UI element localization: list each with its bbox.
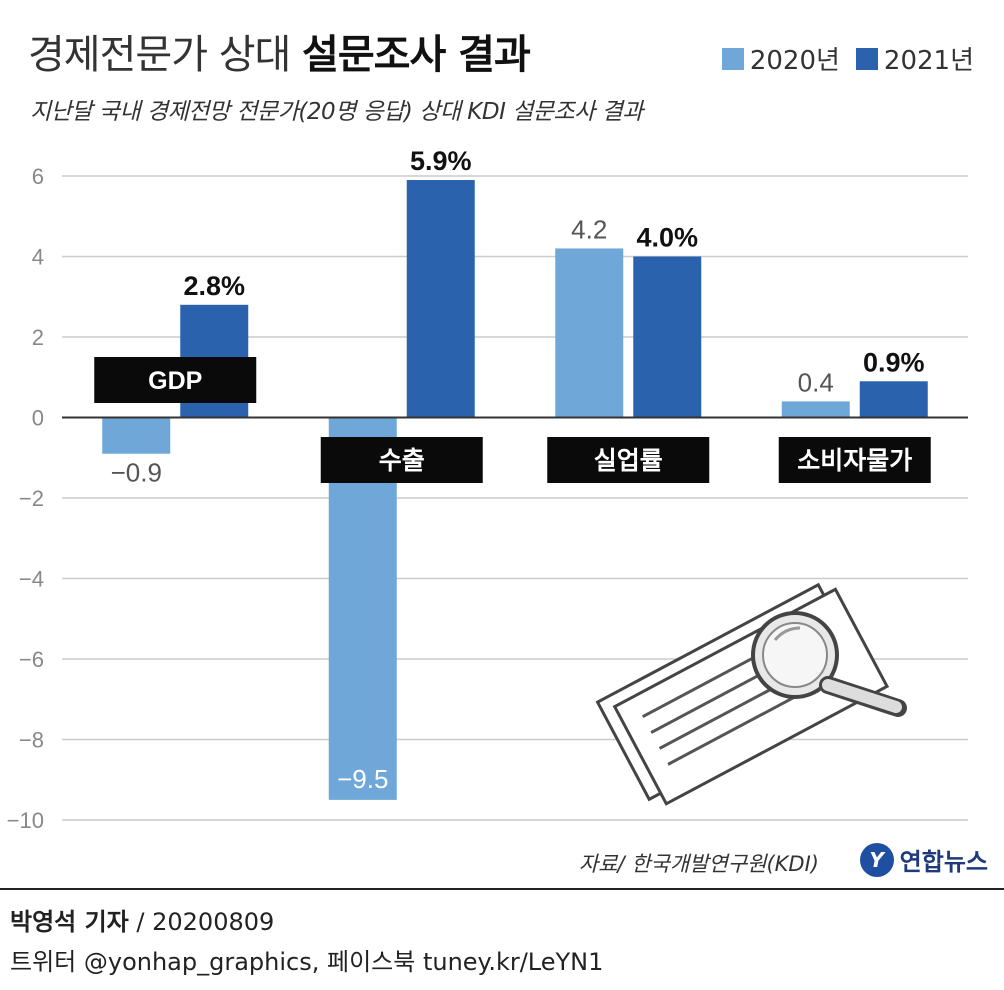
data-label: −9.5 bbox=[337, 764, 388, 794]
brand-name: 연합뉴스 bbox=[899, 848, 988, 876]
bar bbox=[406, 180, 475, 418]
bar bbox=[781, 401, 850, 418]
category-label-box bbox=[320, 437, 483, 483]
category-label-box bbox=[94, 357, 257, 403]
y-tick-label: 2 bbox=[32, 325, 44, 350]
category-label: 수출 bbox=[379, 447, 425, 475]
data-label: 4.0% bbox=[636, 223, 698, 253]
document-magnifier-illustration bbox=[595, 582, 907, 806]
data-label: 0.9% bbox=[863, 347, 925, 377]
y-tick-label: −2 bbox=[19, 486, 44, 511]
source-note: 자료/ 한국개발연구원(KDI) bbox=[578, 852, 819, 876]
bar bbox=[633, 256, 702, 418]
y-tick-label: −6 bbox=[19, 647, 44, 672]
data-label: −0.9 bbox=[111, 458, 162, 488]
y-tick-label: −10 bbox=[7, 808, 44, 833]
reporter-separator: / bbox=[128, 908, 153, 936]
category-label: 소비자물가 bbox=[797, 447, 912, 475]
title-light: 경제전문가 상대 bbox=[28, 32, 291, 78]
category-label: GDP bbox=[148, 367, 202, 395]
y-tick-label: 0 bbox=[32, 406, 44, 431]
yonhap-logo-icon: Y bbox=[859, 842, 894, 877]
y-tick-label: 4 bbox=[32, 245, 44, 270]
bar bbox=[102, 417, 171, 454]
legend-item-2021: 2021년 bbox=[855, 40, 974, 77]
bar bbox=[555, 248, 624, 418]
legend-label-2021: 2021년 bbox=[883, 46, 974, 76]
brand: Y 연합뉴스 bbox=[859, 842, 988, 877]
y-tick-label: 6 bbox=[32, 164, 44, 189]
legend-label-2020: 2020년 bbox=[749, 46, 840, 76]
legend-swatch-2021 bbox=[855, 47, 878, 70]
y-tick-label: −4 bbox=[19, 567, 44, 592]
y-tick-label: −8 bbox=[19, 728, 44, 753]
reporter-name: 박영석 기자 bbox=[10, 908, 129, 936]
legend-item-2020: 2020년 bbox=[721, 40, 840, 77]
data-label: 4.2 bbox=[571, 214, 607, 244]
category-label-box bbox=[547, 437, 710, 483]
data-label: 2.8% bbox=[183, 271, 245, 301]
category-label: 실업률 bbox=[594, 447, 663, 475]
publish-date: 20200809 bbox=[152, 908, 275, 936]
category-label-box bbox=[778, 437, 931, 483]
data-label: 0.4 bbox=[798, 367, 834, 397]
title-bold: 설문조사 결과 bbox=[302, 32, 531, 78]
footer: 박영석 기자 / 20200809 트위터 @yonhap_graphics, … bbox=[0, 888, 1004, 990]
legend: 2020년 2021년 bbox=[706, 40, 974, 77]
bar-chart: 6 4 2 0 −2 −4 −6 −8 −10 −0.9 2.8% GDP −9.5 5.9% 수출 4.2… bbox=[7, 146, 968, 833]
chart-title: 경제전문가 상대 설문조사 결과 bbox=[28, 22, 531, 80]
social-links: 트위터 @yonhap_graphics, 페이스북 tuney.kr/LeYN… bbox=[10, 948, 604, 976]
legend-swatch-2020 bbox=[721, 47, 744, 70]
reporter-line: 박영석 기자 / 20200809 bbox=[10, 902, 274, 937]
data-label: 5.9% bbox=[410, 146, 472, 176]
bar bbox=[859, 381, 928, 418]
chart-subtitle: 지난달 국내 경제전망 전문가(20명 응답) 상대 KDI 설문조사 결과 bbox=[30, 99, 643, 125]
